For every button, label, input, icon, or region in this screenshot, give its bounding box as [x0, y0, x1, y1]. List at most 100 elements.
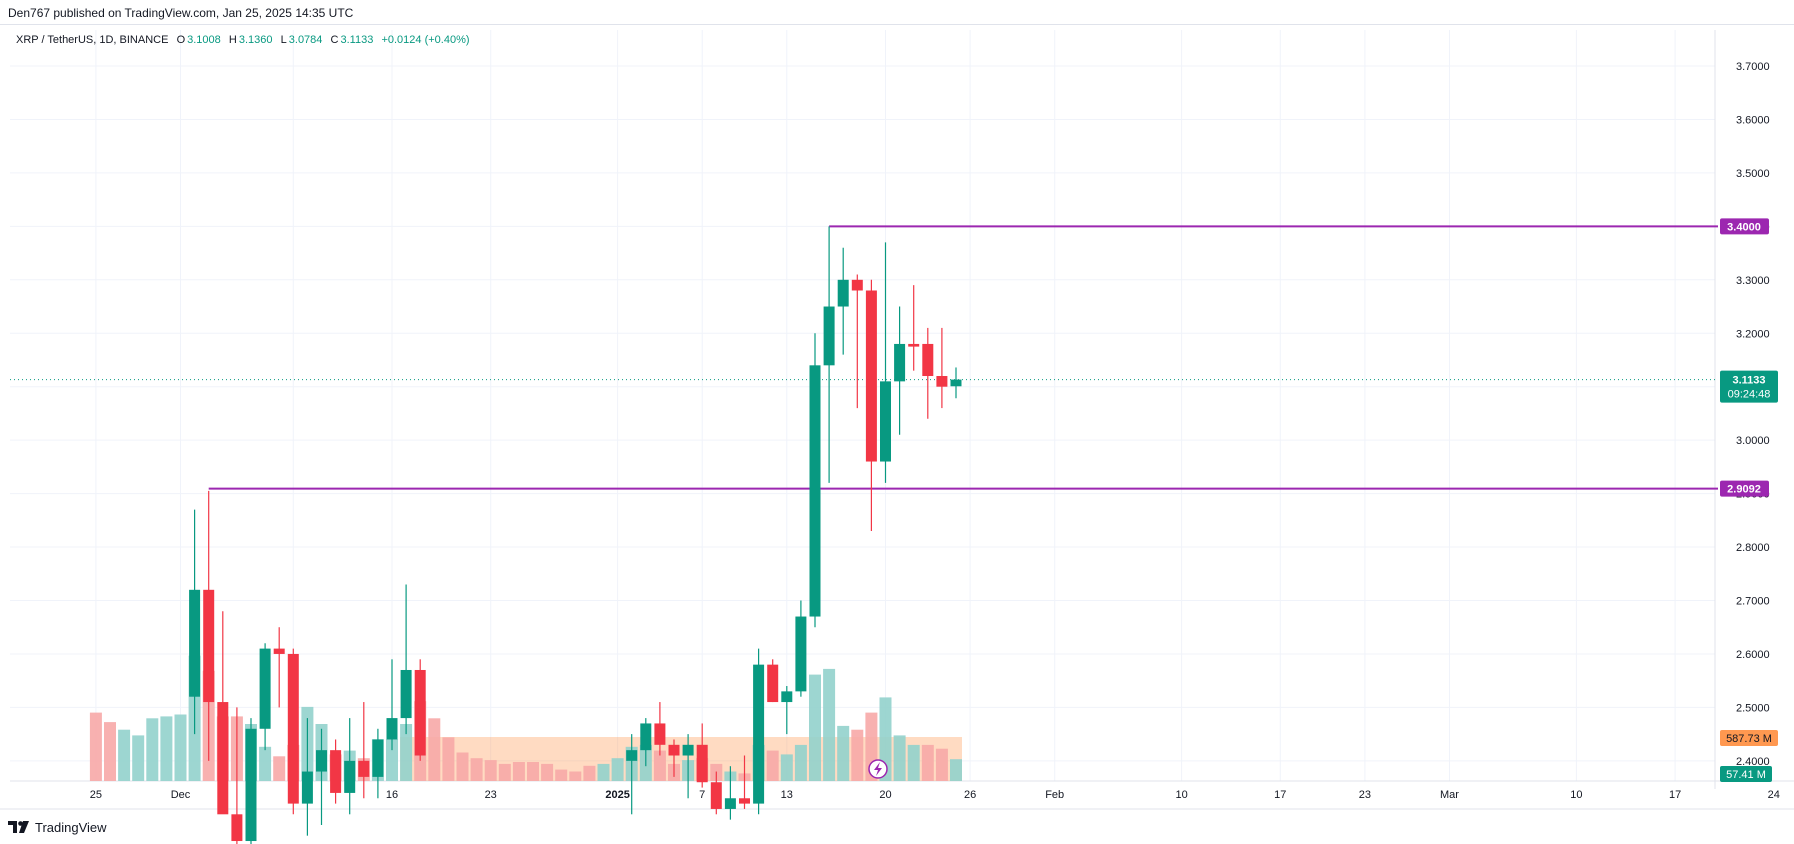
volume-ma-tag [1720, 730, 1778, 746]
open-value: 3.1008 [187, 34, 221, 46]
low-label: L [280, 34, 287, 46]
volume-last-tag [1720, 766, 1772, 782]
candle-body[interactable] [851, 279, 863, 291]
y-tick-label: 2.7000 [1736, 596, 1770, 608]
candle-body[interactable] [880, 381, 891, 462]
volume-bar [498, 763, 511, 781]
candle-body[interactable] [809, 365, 821, 617]
candle-body[interactable] [767, 664, 779, 703]
candle-body[interactable] [724, 798, 736, 809]
candle-body[interactable] [189, 589, 201, 697]
candle-body[interactable] [301, 771, 313, 804]
volume-bar [527, 762, 539, 781]
candle-body[interactable] [936, 376, 948, 387]
published-header: Den767 published on TradingView.com, Jan… [8, 6, 354, 20]
y-tick-label: 2.5000 [1736, 702, 1770, 714]
candle-body[interactable] [837, 279, 849, 307]
volume-bar [780, 754, 793, 781]
x-tick-label: Feb [1045, 789, 1064, 801]
volume-bar [935, 748, 948, 781]
tradingview-brand: TradingView [35, 819, 107, 835]
candle-body[interactable] [668, 744, 680, 756]
chart-frame [0, 24, 1794, 813]
volume-bar [794, 744, 807, 781]
volume-ma-label: 587.73 M [1726, 733, 1772, 745]
volume-bar [160, 716, 173, 781]
close-value: 3.1133 [340, 34, 374, 46]
candle-body[interactable] [245, 728, 257, 842]
candle-body[interactable] [414, 669, 426, 756]
x-tick-label: 16 [386, 789, 398, 801]
volume-bar [921, 744, 934, 781]
candle-body[interactable] [386, 718, 398, 740]
volume-bar [597, 763, 610, 781]
candle-body[interactable] [400, 669, 412, 719]
y-tick-label: 3.0000 [1736, 435, 1770, 447]
candle-body[interactable] [823, 306, 835, 366]
lightning-glyph [874, 762, 882, 776]
volume-bar [174, 714, 187, 781]
close-label: C [330, 34, 339, 46]
candle-body[interactable] [231, 814, 243, 842]
change-value: +0.0124 (+0.40%) [381, 34, 470, 46]
volume-bar [512, 762, 525, 781]
candle-body[interactable] [203, 589, 215, 703]
volume-bar [259, 746, 272, 781]
last-price-label: 3.1133 [1732, 375, 1765, 387]
volume-bar [879, 697, 892, 781]
candle-body[interactable] [710, 782, 722, 809]
volume-last-label: 57.41 M [1726, 769, 1766, 781]
level-price-label: 2.9092 [1727, 484, 1761, 496]
y-tick-label: 2.8000 [1736, 542, 1770, 554]
x-tick-label: 7 [699, 789, 705, 801]
x-tick-label: 24 [1768, 789, 1780, 801]
candle-body[interactable] [259, 648, 271, 729]
candle-body[interactable] [330, 750, 342, 793]
y-tick-label: 3.3000 [1736, 275, 1770, 287]
x-tick-label: 26 [964, 789, 976, 801]
tradingview-logo-icon [8, 821, 29, 833]
candle-body[interactable] [640, 723, 652, 751]
level-price-tag [1720, 218, 1769, 235]
candle-body[interactable] [626, 750, 638, 761]
volume-bar [386, 739, 398, 781]
x-tick-label: 23 [1359, 789, 1371, 801]
candle-body[interactable] [739, 798, 750, 804]
volume-bar [907, 744, 920, 781]
candle-body[interactable] [273, 648, 285, 654]
x-tick-label: 17 [1669, 789, 1681, 801]
volume-bar [653, 750, 666, 781]
candle-body[interactable] [894, 343, 906, 382]
candle-body[interactable] [781, 691, 793, 703]
volume-bar [583, 765, 596, 781]
volume-bar [484, 760, 497, 781]
volume-bar [132, 735, 145, 781]
candle-body[interactable] [217, 702, 229, 815]
candle-body[interactable] [358, 760, 370, 777]
tradingview-footer[interactable]: TradingView [8, 818, 107, 836]
candle-body[interactable] [908, 343, 920, 347]
candle-body[interactable] [865, 290, 877, 462]
y-tick-label: 3.5000 [1736, 168, 1770, 180]
candle-body[interactable] [372, 739, 384, 777]
candle-body[interactable] [316, 750, 327, 772]
high-value: 3.1360 [238, 34, 273, 46]
volume-bar [118, 729, 131, 781]
candle-body[interactable] [696, 744, 708, 783]
symbol-label: XRP / TetherUS, 1D, BINANCE [16, 34, 169, 46]
candle-body[interactable] [950, 379, 962, 387]
volume-bar [569, 771, 582, 781]
candle-body[interactable] [287, 653, 299, 804]
volume-bar [851, 729, 864, 781]
candle-body[interactable] [344, 760, 356, 793]
volume-bar [837, 725, 850, 781]
volume-bar [273, 756, 286, 781]
candle-body[interactable] [753, 664, 765, 804]
low-value: 3.0784 [288, 34, 323, 46]
candle-body[interactable] [922, 343, 934, 377]
volume-bar [766, 750, 779, 781]
candle-body[interactable] [654, 723, 666, 745]
candle-body[interactable] [795, 616, 807, 692]
candle-body[interactable] [682, 744, 694, 756]
